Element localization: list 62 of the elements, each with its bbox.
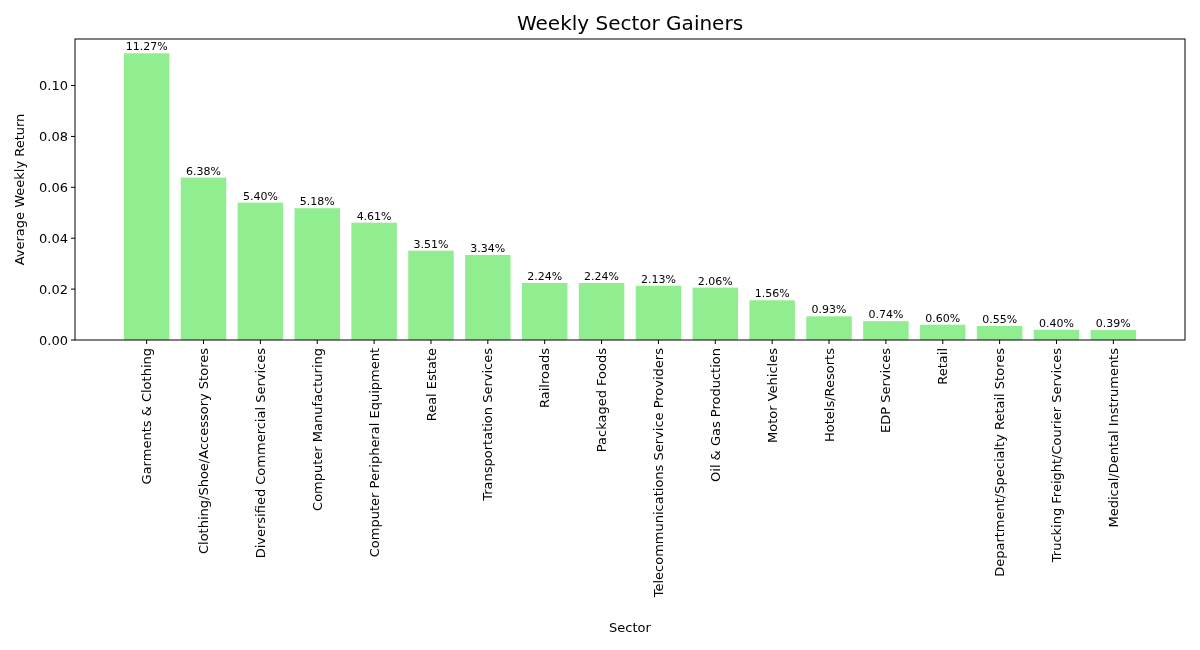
data-label: 0.40% xyxy=(1039,316,1074,330)
bar xyxy=(294,208,340,340)
data-label: 3.51% xyxy=(413,237,449,251)
data-label: 4.61% xyxy=(356,209,392,223)
data-label: 0.39% xyxy=(1095,317,1131,331)
x-tick-label: Transportation Services xyxy=(480,347,496,502)
bar xyxy=(976,326,1023,340)
x-tick-label: Retail xyxy=(935,348,951,385)
x-tick-label: Medical/Dental Instruments xyxy=(1105,347,1121,528)
bar xyxy=(692,287,739,340)
x-tick-label: Packaged Foods xyxy=(594,347,610,453)
x-tick-label: Department/Specialty Retail Stores xyxy=(992,347,1008,577)
chart-title: Weekly Sector Gainers xyxy=(516,11,744,35)
x-axis-title: Sector xyxy=(609,620,652,635)
data-label: 6.38% xyxy=(186,164,221,178)
data-label: 0.93% xyxy=(811,303,847,317)
data-label: 5.18% xyxy=(299,195,335,209)
bar xyxy=(1090,330,1137,340)
x-tick-label: Telecommunications Service Providers xyxy=(650,347,666,599)
y-tick-label: 0.02 xyxy=(39,281,68,297)
bar xyxy=(863,321,909,340)
data-label: 0.55% xyxy=(982,313,1018,327)
bar xyxy=(521,283,568,340)
data-label: 2.24% xyxy=(584,270,620,284)
x-tick-label: Oil & Gas Production xyxy=(707,348,723,482)
y-tick-label: 0.06 xyxy=(39,179,68,195)
bar xyxy=(123,53,170,340)
x-tick-label: EDP Services xyxy=(878,347,894,434)
data-label: 0.60% xyxy=(925,311,961,325)
data-label: 2.13% xyxy=(640,272,676,286)
bar xyxy=(749,300,795,340)
y-tick-label: 0.00 xyxy=(39,332,68,348)
bar xyxy=(351,222,397,340)
y-tick-label: 0.08 xyxy=(39,129,68,144)
x-tick-label: Clothing/Shoe/Accessory Stores xyxy=(196,347,212,555)
x-tick-label: Real Estate xyxy=(423,348,439,422)
bar xyxy=(920,324,966,340)
x-tick-label: Motor Vehicles xyxy=(764,347,780,443)
x-tick-label: Railroads xyxy=(537,347,553,408)
data-label: 1.56% xyxy=(754,287,790,301)
data-label: 11.27% xyxy=(125,40,168,54)
bar xyxy=(465,255,511,340)
x-tick-label: Diversified Commercial Services xyxy=(252,347,268,559)
x-tick-label: Computer Manufacturing xyxy=(309,348,325,511)
data-label: 2.06% xyxy=(697,274,733,288)
bar xyxy=(237,202,284,340)
bar xyxy=(635,285,682,340)
y-tick-label: 0.04 xyxy=(39,230,68,246)
y-axis-title: Average Weekly Return xyxy=(12,113,27,266)
data-label: 3.34% xyxy=(470,242,506,256)
x-tick-label: Hotels/Resorts xyxy=(821,347,837,442)
bar xyxy=(578,283,625,340)
data-label: 5.40% xyxy=(242,189,278,203)
data-label: 2.24% xyxy=(527,270,563,284)
bar xyxy=(408,250,454,340)
x-tick-label: Trucking Freight/Courier Services xyxy=(1049,347,1065,564)
x-tick-label: Garments & Clothing xyxy=(139,348,155,485)
data-label: 0.74% xyxy=(868,308,904,322)
x-tick-label: Computer Peripheral Equipment xyxy=(366,348,382,558)
bar xyxy=(180,177,227,340)
y-tick-label: 0.10 xyxy=(39,78,68,94)
bar xyxy=(806,316,852,340)
